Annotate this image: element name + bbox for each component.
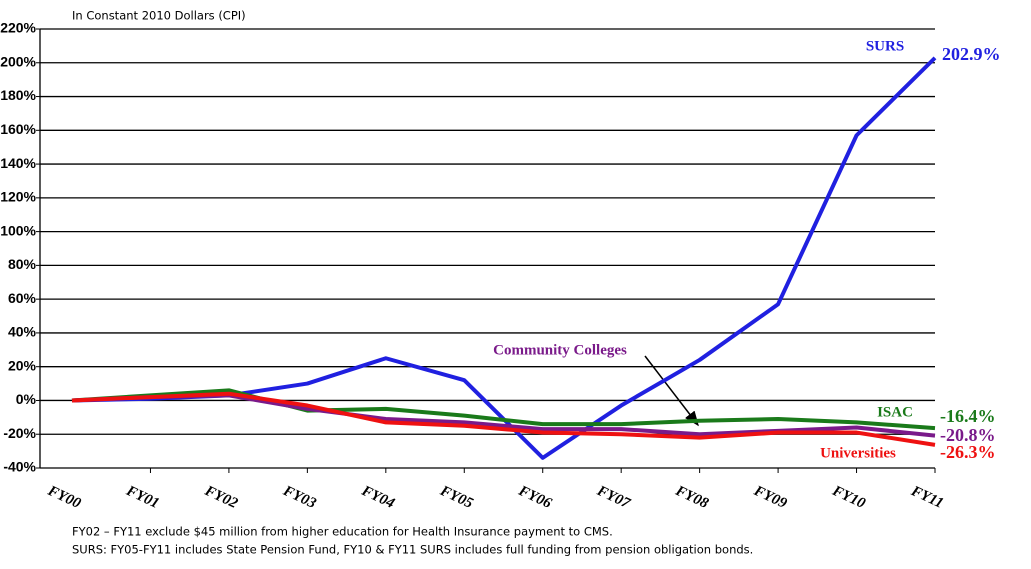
y-tick-label: 180% bbox=[0, 87, 36, 103]
series-label: ISAC bbox=[877, 404, 913, 420]
data-label: -20.8% bbox=[940, 425, 996, 445]
series-label: SURS bbox=[866, 38, 904, 54]
data-label: 202.9% bbox=[942, 44, 1001, 64]
data-label: -16.4% bbox=[940, 406, 996, 426]
y-tick-label: 60% bbox=[8, 290, 37, 306]
data-label: -26.3% bbox=[940, 442, 996, 462]
y-tick-label: 120% bbox=[0, 189, 36, 205]
y-tick-label: -40% bbox=[3, 459, 36, 475]
y-tick-label: 40% bbox=[8, 324, 37, 340]
x-tick-label: FY07 bbox=[594, 483, 633, 513]
series-label: Community Colleges bbox=[493, 342, 627, 358]
x-tick-label: FY06 bbox=[515, 483, 554, 513]
y-tick-label: 100% bbox=[0, 222, 36, 238]
x-tick-label: FY11 bbox=[908, 483, 946, 512]
x-tick-label: FY04 bbox=[358, 483, 397, 513]
series-label: Universities bbox=[820, 445, 896, 461]
y-tick-label: 200% bbox=[0, 53, 36, 69]
series-line bbox=[71, 388, 936, 431]
series-line bbox=[71, 391, 936, 447]
y-tick-label: 20% bbox=[8, 357, 37, 373]
y-tick-label: 160% bbox=[0, 121, 36, 137]
x-tick-label: FY09 bbox=[751, 483, 790, 513]
annotation-arrow bbox=[644, 355, 699, 427]
y-tick-label: 220% bbox=[0, 20, 36, 36]
x-tick-label: FY01 bbox=[123, 483, 162, 512]
x-tick-label: FY02 bbox=[201, 483, 240, 513]
x-tick-label: FY08 bbox=[672, 483, 711, 513]
x-tick-label: FY10 bbox=[829, 483, 868, 513]
x-tick-label: FY03 bbox=[280, 483, 319, 513]
footnote: FY02 – FY11 exclude $45 million from hig… bbox=[72, 525, 613, 539]
y-tick-label: 0% bbox=[16, 391, 37, 407]
x-tick-label: FY00 bbox=[44, 483, 83, 513]
footnote: SURS: FY05-FY11 includes State Pension F… bbox=[72, 543, 753, 557]
chart-subtitle: In Constant 2010 Dollars (CPI) bbox=[72, 9, 246, 23]
y-tick-label: 80% bbox=[8, 256, 37, 272]
x-tick-label: FY05 bbox=[437, 483, 476, 513]
y-tick-label: -20% bbox=[3, 425, 36, 441]
y-tick-label: 140% bbox=[0, 155, 36, 171]
